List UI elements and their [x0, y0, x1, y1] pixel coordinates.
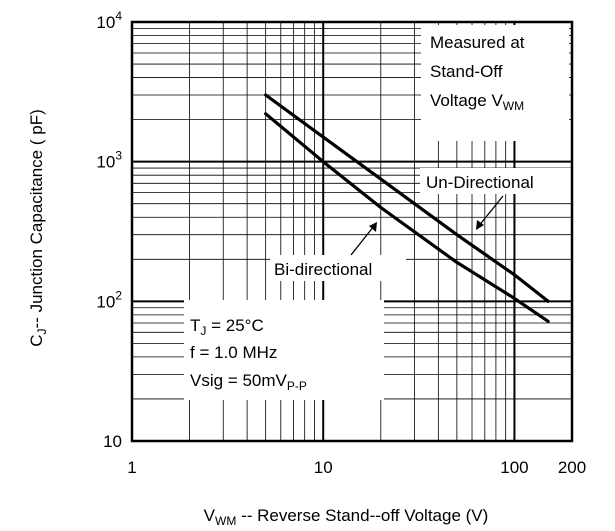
bi-directional-label-text: Bi-directional — [274, 260, 372, 279]
y-tick-label: 103 — [96, 149, 122, 172]
bi-directional-pointer — [350, 225, 375, 256]
series-line-bi-directional — [264, 112, 550, 323]
conditions-note-bg — [184, 300, 384, 400]
y-axis-title: CJ-- Junction Capacitance ( pF) — [27, 109, 49, 346]
y-tick-label: 104 — [96, 9, 122, 32]
conditions-note: TJ = 25°C f = 1.0 MHz Vsig = 50mVP-P — [184, 300, 384, 400]
measured-note: Measured at Stand-Off Voltage VWM — [421, 25, 569, 141]
plot-frame — [130, 20, 574, 443]
un-directional-label: Un-Directional — [420, 168, 572, 230]
un-directional-pointer — [477, 195, 504, 228]
y-tick-label: 102 — [96, 288, 122, 311]
series-layer — [264, 93, 550, 323]
x-tick-label: 200 — [558, 458, 586, 477]
x-tick-label: 100 — [500, 458, 528, 477]
measured-note-line2: Stand-Off — [430, 62, 503, 81]
measured-note-line3: Voltage VWM — [430, 91, 524, 113]
series-line-un-directional — [264, 93, 550, 303]
un-directional-label-text: Un-Directional — [426, 173, 534, 192]
measured-note-line1: Measured at — [430, 33, 525, 52]
y-tick-label: 10 — [103, 432, 122, 451]
bi-directional-arrowhead — [369, 222, 377, 232]
bi-directional-label: Bi-directional — [270, 222, 406, 281]
x-tick-label: 1 — [127, 458, 136, 477]
conditions-signal: Vsig = 50mVP-P — [190, 371, 307, 393]
bi-directional-label-bg — [270, 255, 406, 281]
measured-note-bg — [421, 25, 569, 141]
un-directional-label-bg — [420, 168, 572, 194]
conditions-frequency: f = 1.0 MHz — [190, 343, 277, 362]
tick-labels: 1 10 100 200 10 102 103 104 — [96, 9, 586, 477]
conditions-temperature: TJ = 25°C — [190, 316, 264, 338]
un-directional-arrowhead — [476, 220, 484, 230]
x-tick-label: 10 — [314, 458, 333, 477]
x-axis-title: VWM -- Reverse Stand--off Voltage (V) — [204, 506, 489, 528]
